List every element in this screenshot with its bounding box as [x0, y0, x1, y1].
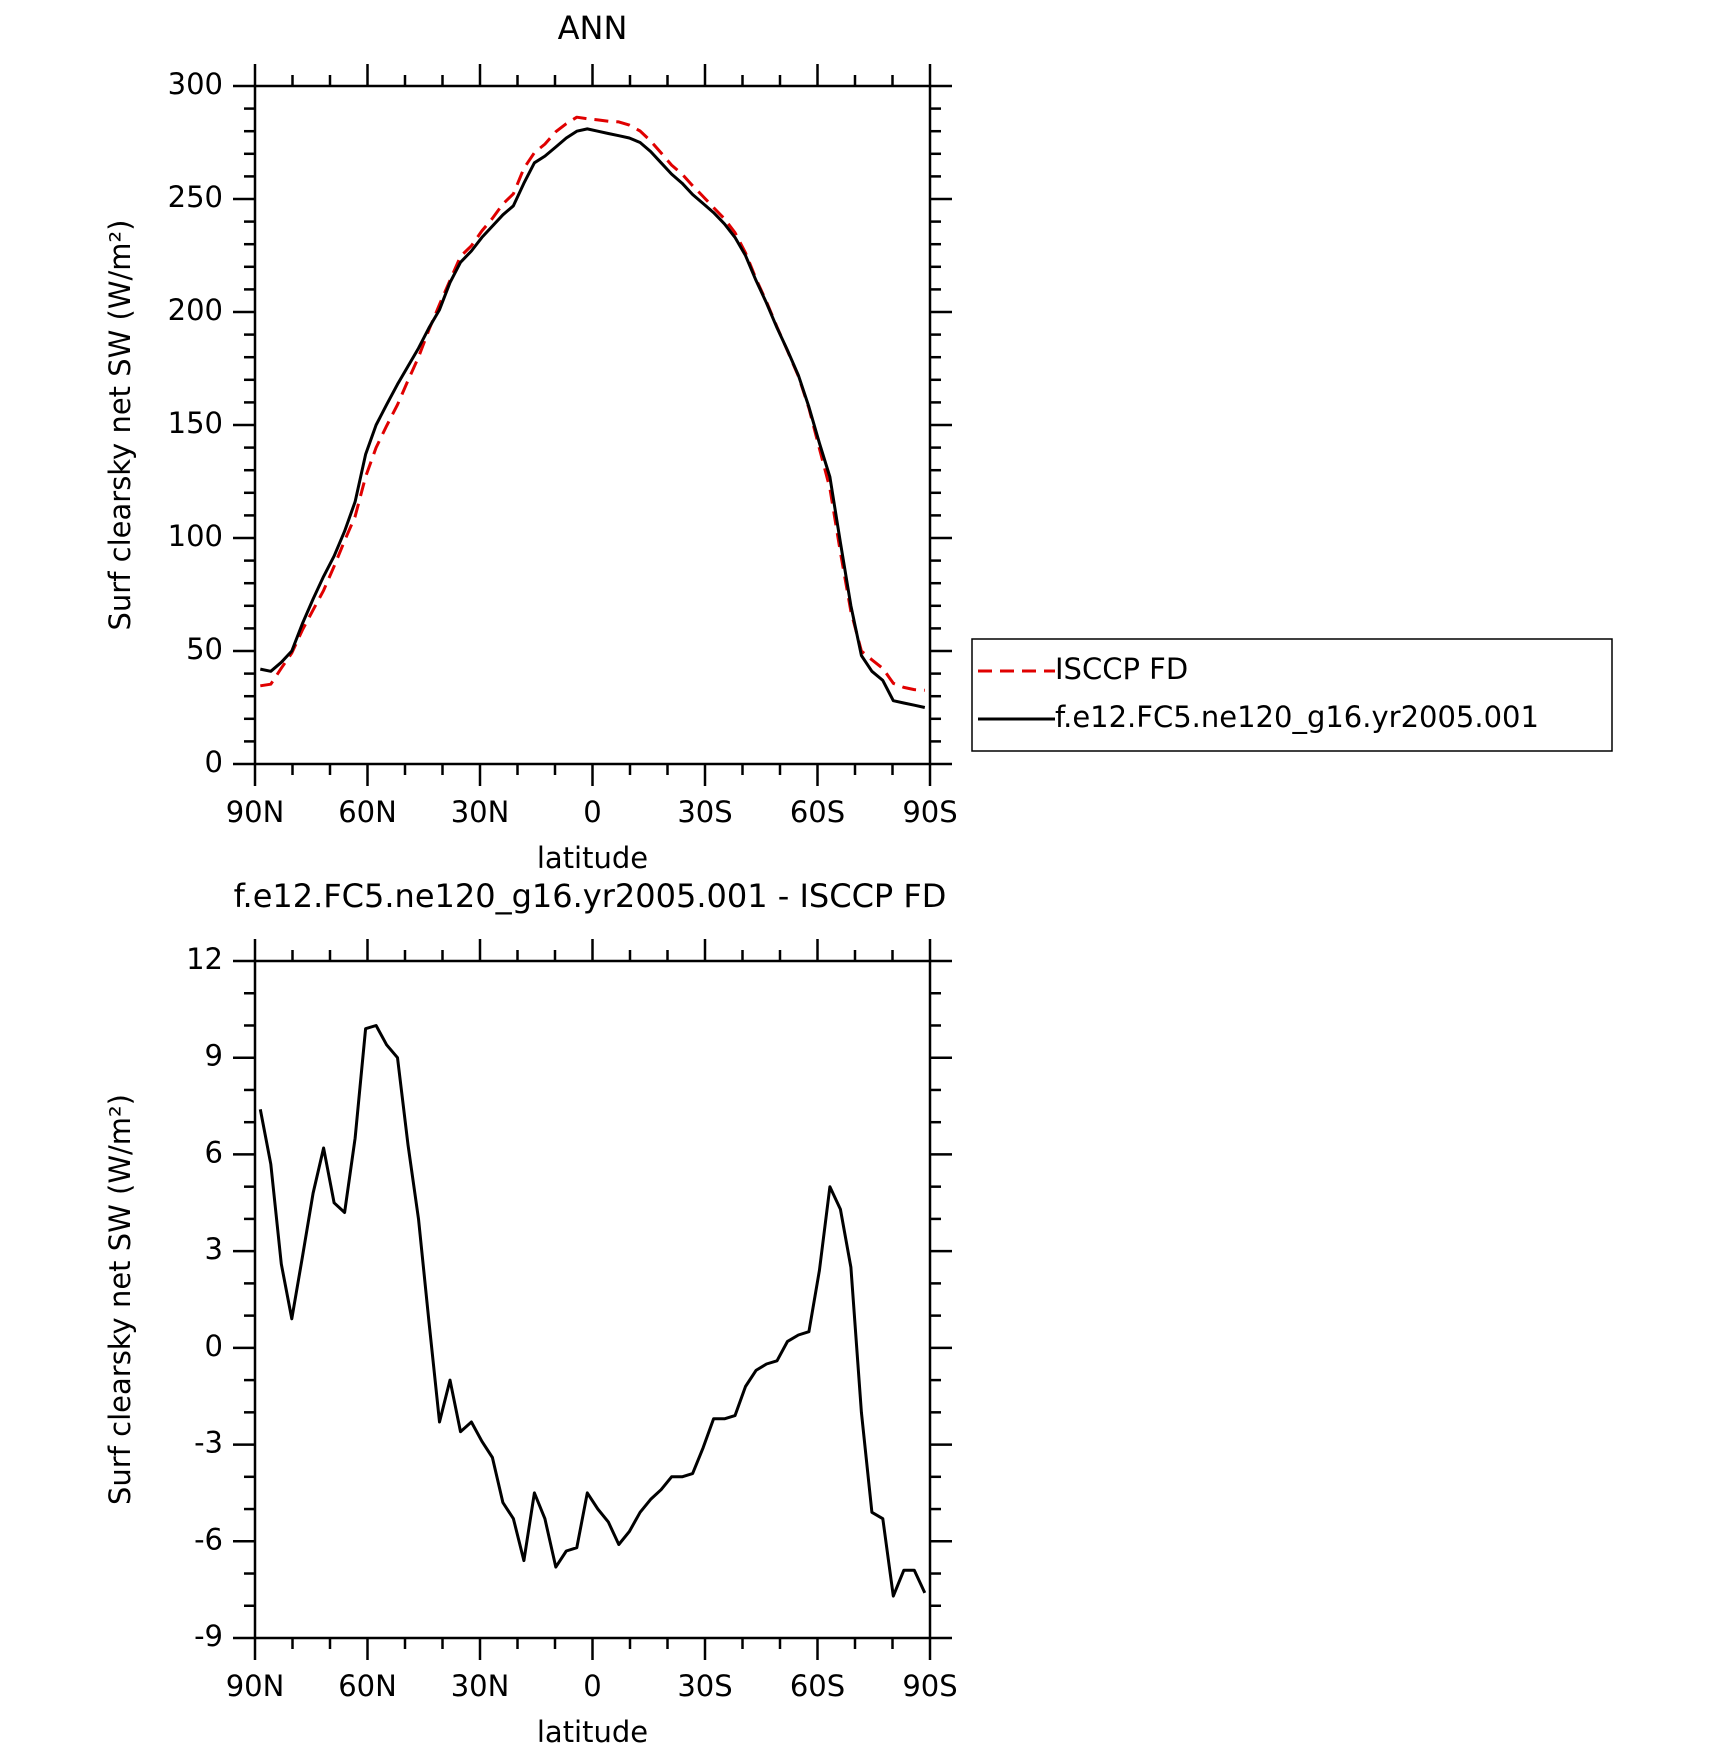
- plot-frame: [253, 84, 932, 766]
- legend-box: [971, 638, 1613, 752]
- x-tick-label: 30S: [677, 795, 732, 829]
- x-tick-label: 90S: [902, 1669, 957, 1703]
- x-axis-label: latitude: [537, 1715, 648, 1745]
- x-tick-label: 90N: [226, 795, 285, 829]
- legend-label: ISCCP FD: [1055, 652, 1188, 686]
- x-tick-label: 30S: [677, 1669, 732, 1703]
- x-tick-label: 30N: [451, 1669, 510, 1703]
- chart-title: ANN: [558, 9, 628, 47]
- x-tick-label: 60N: [338, 1669, 397, 1703]
- chart-title: f.e12.FC5.ne120_g16.yr2005.001 - ISCCP F…: [234, 877, 947, 915]
- x-tick-label: 90N: [226, 1669, 285, 1703]
- plot-frame: [253, 959, 932, 1640]
- y-tick-label: 50: [186, 632, 223, 666]
- x-tick-label: 0: [583, 1669, 601, 1703]
- y-tick-label: 300: [168, 67, 223, 101]
- x-tick-label: 0: [583, 795, 601, 829]
- x-axis-label: latitude: [537, 841, 648, 875]
- data-line: [260, 115, 925, 692]
- x-tick-label: 30N: [451, 795, 510, 829]
- y-tick-label: 150: [168, 406, 223, 440]
- x-tick-label: 60S: [790, 1669, 845, 1703]
- x-tick-label: 90S: [902, 795, 957, 829]
- x-tick-label: 60N: [338, 795, 397, 829]
- y-tick-label: 3: [205, 1232, 223, 1266]
- y-axis-label: Surf clearsky net SW (W/m²): [103, 1094, 137, 1505]
- y-tick-label: 6: [205, 1135, 223, 1169]
- y-tick-label: 250: [168, 180, 223, 214]
- y-tick-label: 200: [168, 293, 223, 327]
- y-tick-label: -9: [194, 1619, 223, 1653]
- x-tick-label: 60S: [790, 795, 845, 829]
- y-tick-label: 12: [186, 942, 223, 976]
- y-axis-label: Surf clearsky net SW (W/m²): [103, 220, 137, 631]
- data-line: [258, 1024, 927, 1598]
- data-line: [259, 127, 926, 709]
- y-tick-label: 100: [168, 519, 223, 553]
- y-tick-label: 0: [205, 745, 223, 779]
- legend-label: f.e12.FC5.ne120_g16.yr2005.001: [1055, 700, 1539, 734]
- y-tick-label: -3: [194, 1426, 223, 1460]
- y-tick-label: -6: [194, 1522, 223, 1556]
- y-tick-label: 0: [205, 1329, 223, 1363]
- y-tick-label: 9: [205, 1039, 223, 1073]
